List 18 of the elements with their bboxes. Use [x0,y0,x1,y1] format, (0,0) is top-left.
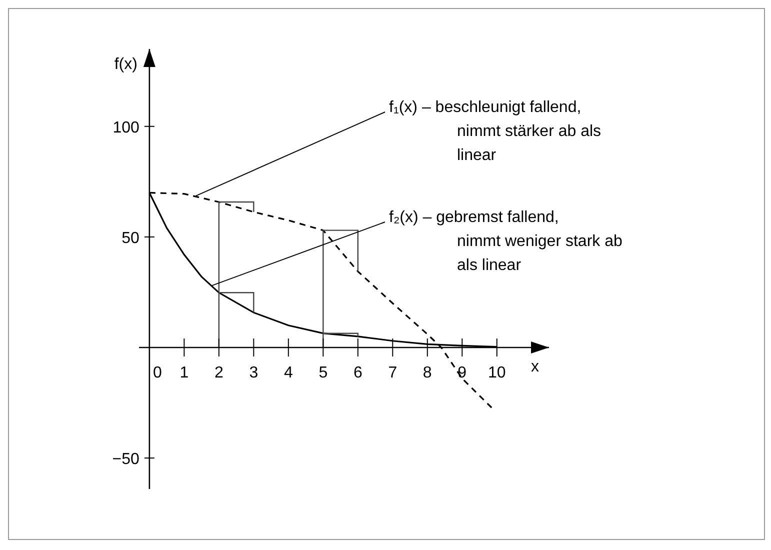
x-tick-label: 9 [458,364,467,382]
y-axis-title: f(x) [114,56,138,73]
annotation: f₁(x) – beschleunigt fallend, nimmt stärker ab als linear [389,99,606,164]
x-tick-label: 0 [152,364,162,382]
x-tick-label: 5 [318,364,328,382]
annotation: f₂(x) – gebremst fallend, nimmt weniger stark ab als linear [389,209,627,274]
x-tick-label: 2 [214,364,224,382]
x-axis-title: x [531,358,539,376]
y-tick-label: 100 [112,119,140,136]
x-tick-label: 7 [388,364,398,382]
y-tick-label: 50 [122,230,140,247]
x-tick-label: 6 [353,364,362,382]
x-tick-label: 10 [488,364,506,382]
x-tick-label: 8 [422,364,432,382]
x-tick-label: 3 [249,364,258,382]
y-tick-label: −50 [112,451,140,468]
x-tick-label: 1 [180,364,189,382]
x-tick-label: 4 [284,364,293,382]
